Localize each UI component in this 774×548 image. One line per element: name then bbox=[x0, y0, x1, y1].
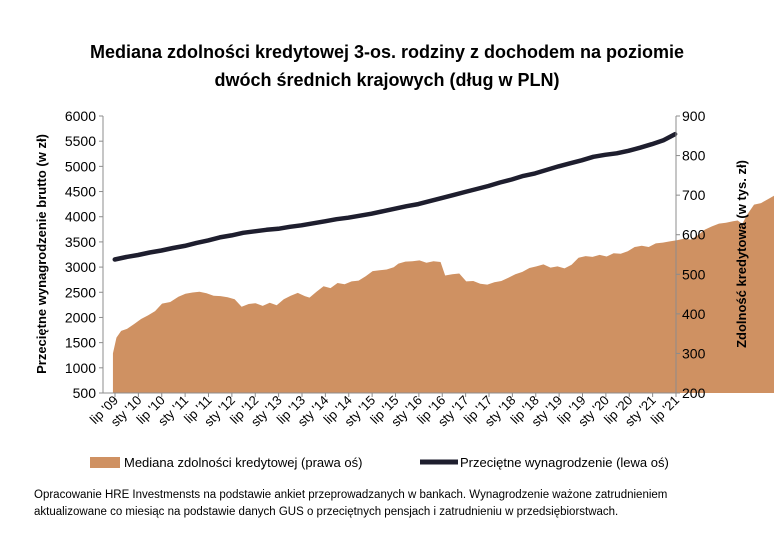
right-tick-label: 700 bbox=[682, 187, 706, 203]
right-tick-label: 500 bbox=[682, 266, 706, 282]
left-tick-label: 1000 bbox=[65, 360, 96, 376]
left-tick-label: 4500 bbox=[65, 184, 96, 200]
left-tick-label: 6000 bbox=[65, 108, 96, 124]
area-series-group bbox=[112, 195, 774, 393]
legend: Mediana zdolności kredytowej (prawa oś) … bbox=[90, 455, 669, 470]
axes-group bbox=[102, 116, 677, 394]
left-tick-label: 1500 bbox=[65, 335, 96, 351]
right-axis-title: Zdolność kredytowa (w tys. zł) bbox=[734, 160, 749, 348]
left-tick-label: 500 bbox=[73, 385, 97, 401]
line-series-average-salary bbox=[112, 131, 678, 262]
chart-title: Mediana zdolności kredytowej 3-os. rodzi… bbox=[0, 38, 774, 94]
right-tick-label: 600 bbox=[682, 227, 706, 243]
legend-swatch-area bbox=[90, 457, 120, 468]
right-tick-label: 400 bbox=[682, 306, 706, 322]
chart-svg: 500 1000 1500 2000 2500 3000 3500 4000 4500 5000 5… bbox=[34, 108, 774, 470]
line-series-group bbox=[112, 131, 678, 262]
left-tick-label: 3500 bbox=[65, 234, 96, 250]
chart-title-line2: dwóch średnich krajowych (dług w PLN) bbox=[214, 70, 560, 90]
left-axis-ticks: 500 1000 1500 2000 2500 3000 3500 4000 4500 5000 5… bbox=[65, 108, 103, 401]
left-tick-label: 2000 bbox=[65, 309, 96, 325]
left-tick-label: 3000 bbox=[65, 259, 96, 275]
chart-title-line1: Mediana zdolności kredytowej 3-os. rodzi… bbox=[89, 42, 685, 62]
left-tick-label: 4000 bbox=[65, 209, 96, 225]
area-series-credit-capacity bbox=[112, 195, 774, 393]
right-tick-label: 200 bbox=[682, 385, 706, 401]
left-tick-label: 5500 bbox=[65, 133, 96, 149]
right-tick-label: 800 bbox=[682, 148, 706, 164]
left-tick-label: 2500 bbox=[65, 284, 96, 300]
left-tick-label: 5000 bbox=[65, 158, 96, 174]
right-tick-label: 900 bbox=[682, 108, 706, 124]
right-tick-label: 300 bbox=[682, 345, 706, 361]
legend-label-area: Mediana zdolności kredytowej (prawa oś) bbox=[124, 455, 362, 470]
footnote: Opracowanie HRE Investmensts na podstawi… bbox=[34, 489, 668, 518]
left-axis-title: Przeciętne wynagrodzenie brutto (w zł) bbox=[34, 134, 49, 374]
legend-label-line: Przeciętne wynagrodzenie (lewa oś) bbox=[460, 455, 669, 470]
right-axis-ticks: 200 300 400 500 600 700 800 900 bbox=[676, 108, 706, 401]
